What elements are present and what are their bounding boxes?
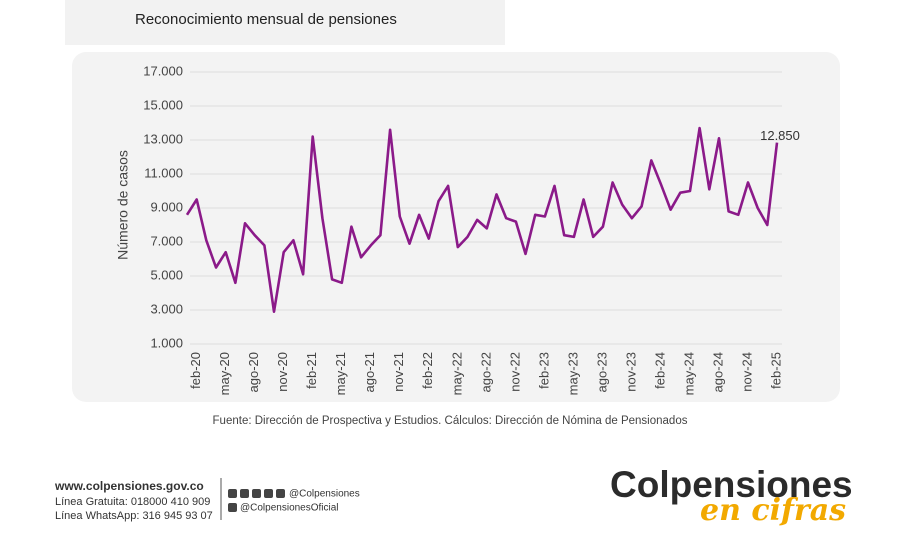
whatsapp-line: Línea WhatsApp: 316 945 93 07 xyxy=(55,510,213,522)
title-box xyxy=(65,0,505,45)
x-tick-label: feb-22 xyxy=(420,352,435,389)
y-tick-label: 7.000 xyxy=(150,233,183,248)
y-tick-label: 15.000 xyxy=(143,97,183,112)
x-tick-label: may-21 xyxy=(333,352,348,395)
plot: 1.000 3.000 5.000 7.000 9.000 11.000 13.000 15.… xyxy=(143,63,800,395)
logo-tagline: en cifras xyxy=(700,493,846,528)
y-tick-label: 5.000 xyxy=(150,267,183,282)
x-tick-label: feb-25 xyxy=(768,352,783,389)
x-tick-label: ago-23 xyxy=(594,352,609,392)
x-tick-label: feb-23 xyxy=(536,352,551,389)
x-tick-label: nov-21 xyxy=(391,352,406,392)
source: Fuente: Dirección de Prospectiva y Estud… xyxy=(213,415,688,427)
x-tick-label: ago-24 xyxy=(710,352,725,392)
x-tick-label: feb-20 xyxy=(188,352,203,389)
x-tick-label: nov-22 xyxy=(507,352,522,392)
title: Reconocimiento mensual de pensiones xyxy=(135,11,397,28)
logo-name: Colpensiones xyxy=(610,464,853,505)
x-tick-label: ago-20 xyxy=(246,352,261,392)
x-tick-label: may-24 xyxy=(681,352,696,395)
y-axis-label: Número de casos xyxy=(115,150,131,260)
x-tick-label: may-23 xyxy=(565,352,580,395)
x-tick-label: feb-24 xyxy=(652,352,667,389)
y-tick-label: 1.000 xyxy=(150,335,183,350)
x-tick-label: nov-24 xyxy=(739,352,754,392)
social-handle: @ColpensionesOficial xyxy=(240,503,339,514)
x-tick-label: may-20 xyxy=(217,352,232,395)
data-line xyxy=(185,126,779,314)
chart-panel xyxy=(72,52,840,402)
x-tick-label: ago-21 xyxy=(362,352,377,392)
x-tick-label: nov-23 xyxy=(623,352,638,392)
y-tick-label: 17.000 xyxy=(143,63,183,78)
y-tick-label: 11.000 xyxy=(144,165,183,180)
data-label: 12.850 xyxy=(760,128,800,143)
y-tick-label: 13.000 xyxy=(143,131,183,146)
y-tick-label: 3.000 xyxy=(150,301,183,316)
y-tick-label: 9.000 xyxy=(150,199,183,214)
website: www.colpensiones.gov.co xyxy=(54,479,204,493)
x-tick-label: may-22 xyxy=(449,352,464,395)
social-icons xyxy=(228,489,285,512)
x-tick-label: ago-22 xyxy=(478,352,493,392)
x-tick-label: feb-21 xyxy=(304,352,319,389)
phone-line: Línea Gratuita: 018000 410 909 xyxy=(55,496,210,508)
x-tick-label: nov-20 xyxy=(275,352,290,392)
social-handle: @Colpensiones xyxy=(289,489,360,500)
